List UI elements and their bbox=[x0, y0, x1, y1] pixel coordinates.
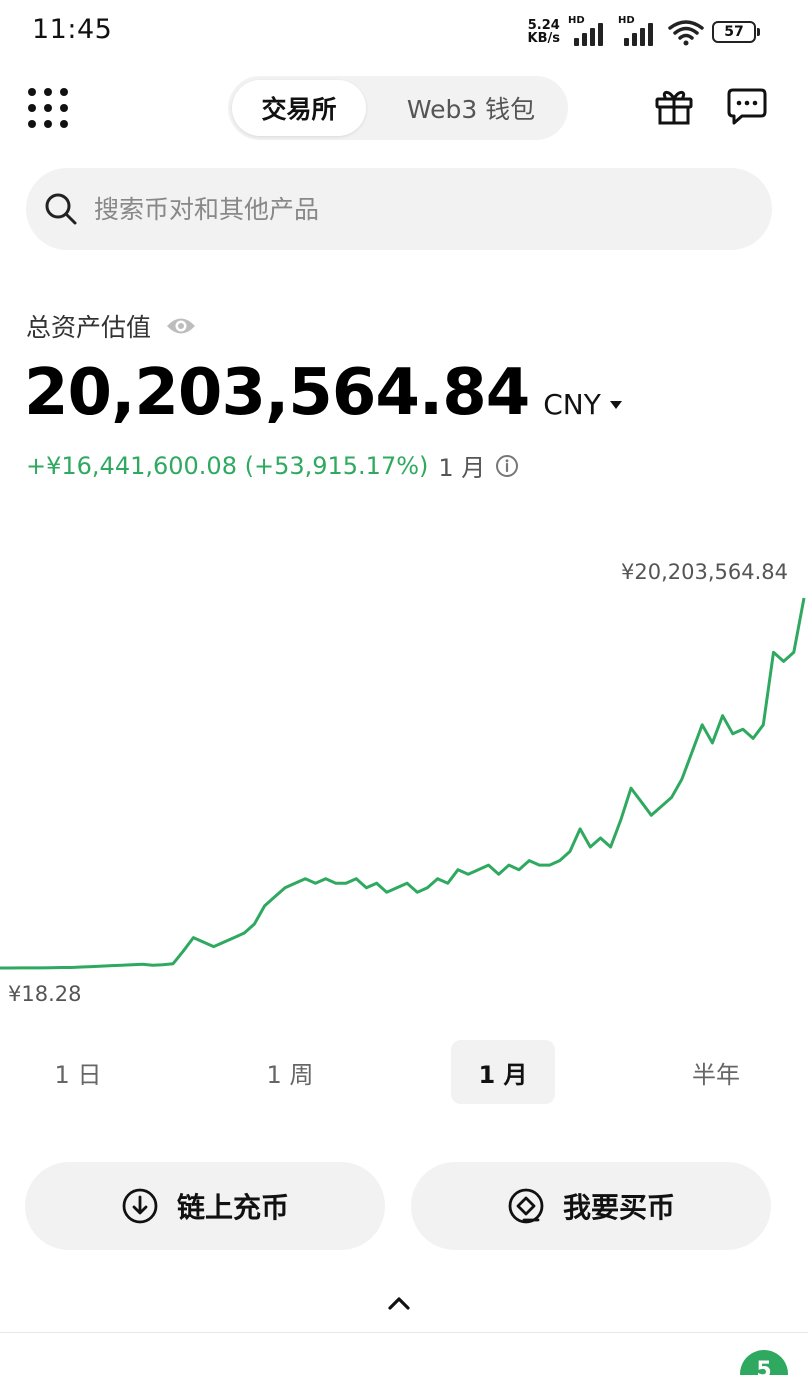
net-speed-unit: KB/s bbox=[527, 31, 560, 46]
net-speed-value: 5.24 bbox=[527, 18, 560, 33]
divider bbox=[0, 1332, 808, 1333]
status-bar: 11:45 5.24 KB/s HD HD 57 bbox=[0, 0, 808, 64]
search-input[interactable] bbox=[94, 194, 694, 224]
eye-icon[interactable] bbox=[165, 315, 197, 337]
net-speed: 5.24 KB/s bbox=[528, 19, 560, 45]
buy-crypto-button[interactable]: 我要买币 bbox=[411, 1162, 771, 1250]
caret-down-icon bbox=[609, 400, 622, 409]
top-nav: 交易所 Web3 钱包 bbox=[0, 72, 808, 142]
pnl-row: +¥16,441,600.08 (+53,915.17%) 1 月 bbox=[26, 448, 519, 483]
total-asset-value: 20,203,564.84 bbox=[24, 356, 530, 430]
pnl-change: +¥16,441,600.08 (+53,915.17%) bbox=[26, 451, 429, 480]
signal-icon: HD bbox=[618, 15, 660, 46]
period-6m[interactable]: 半年 bbox=[692, 1060, 740, 1089]
chart-min-label: ¥18.28 bbox=[8, 982, 82, 1006]
wifi-icon bbox=[668, 20, 704, 46]
chevron-up-icon[interactable] bbox=[386, 1294, 412, 1312]
deposit-button[interactable]: 链上充币 bbox=[25, 1162, 385, 1250]
coin-icon bbox=[508, 1188, 544, 1224]
buy-label: 我要买币 bbox=[562, 1191, 675, 1224]
asset-label-row: 总资产估值 bbox=[26, 308, 197, 344]
notification-badge[interactable]: 5 bbox=[740, 1350, 788, 1375]
currency-label: CNY bbox=[543, 388, 601, 421]
status-indicators: 5.24 KB/s HD HD 57 bbox=[528, 15, 760, 46]
asset-value-row: 20,203,564.84 CNY bbox=[24, 356, 623, 430]
chat-icon[interactable] bbox=[726, 86, 768, 126]
search-bar[interactable] bbox=[26, 168, 772, 250]
period-1w[interactable]: 1 周 bbox=[266, 1060, 314, 1089]
tab-exchange[interactable]: 交易所 bbox=[232, 80, 366, 136]
apps-grid-icon[interactable] bbox=[28, 88, 70, 130]
period-1d[interactable]: 1 日 bbox=[54, 1060, 102, 1089]
battery-level: 57 bbox=[712, 21, 756, 43]
period-1m[interactable]: 1 月 bbox=[451, 1040, 555, 1104]
tab-web3-wallet[interactable]: Web3 钱包 bbox=[406, 95, 536, 124]
battery-icon: 57 bbox=[712, 21, 760, 43]
chart-max-label: ¥20,203,564.84 bbox=[621, 560, 788, 584]
search-icon bbox=[45, 193, 77, 225]
info-icon[interactable] bbox=[495, 454, 519, 478]
total-asset-label: 总资产估值 bbox=[26, 313, 152, 342]
signal-icon: HD bbox=[568, 15, 610, 46]
period-tabs: 1 日 1 周 1 月 半年 bbox=[0, 1040, 808, 1104]
pnl-period: 1 月 bbox=[438, 454, 486, 482]
chart-series-line bbox=[0, 597, 806, 970]
currency-selector[interactable]: CNY bbox=[543, 388, 623, 421]
status-time: 11:45 bbox=[32, 14, 113, 45]
mode-switcher: 交易所 Web3 钱包 bbox=[228, 76, 568, 140]
asset-line-chart[interactable] bbox=[0, 540, 808, 1020]
download-icon bbox=[122, 1188, 158, 1224]
deposit-label: 链上充币 bbox=[176, 1191, 289, 1224]
gift-icon[interactable] bbox=[654, 86, 694, 126]
